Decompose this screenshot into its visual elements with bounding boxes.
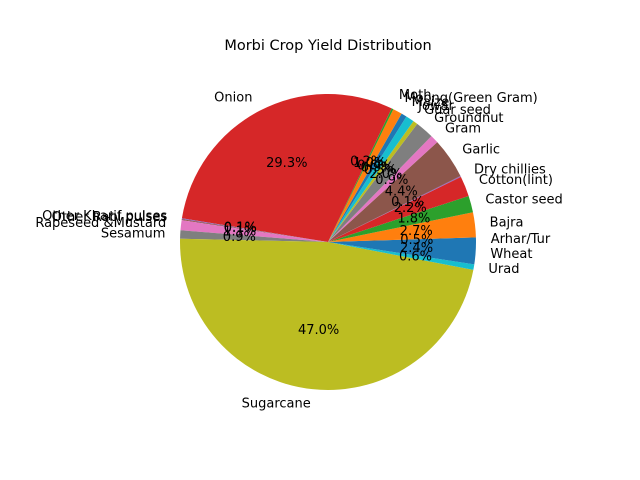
slice-percent-cotton-lint: 2.2% <box>394 201 427 216</box>
slice-percent-bajra: 2.7% <box>400 224 433 239</box>
pie-slice-castor-seed <box>328 195 473 242</box>
slice-label-urad: Urad <box>488 262 519 277</box>
pie-slice-other-rabi-pulses <box>181 219 328 242</box>
slice-percent-other-kharif-pulses: 0.1% <box>224 221 257 236</box>
slice-percent-sugarcane: 47.0% <box>298 323 339 338</box>
slice-label-bajra: Bajra <box>490 215 524 230</box>
slice-label-castor-seed: Castor seed <box>485 193 562 208</box>
slice-percent-castor-seed: 1.8% <box>397 212 430 227</box>
pie-slice-dry-chillies <box>328 176 461 242</box>
slice-label-jowar: Jowar <box>417 99 454 114</box>
pie-slice-arhar-tur <box>328 237 476 242</box>
pie-slice-other-kharif-pulses <box>181 218 328 242</box>
pie-slices <box>180 94 476 391</box>
pie-slice-urad <box>328 242 475 270</box>
pie-slice-moong-green-gram <box>328 109 402 242</box>
slice-percent-guar-seed: 0.5% <box>364 163 397 178</box>
slice-label-sesamum: Sesamum <box>101 226 166 241</box>
pie-slice-onion <box>181 94 392 242</box>
pie-slice-guar-seed <box>328 121 418 242</box>
slice-percent-jowar: 0.9% <box>361 161 394 176</box>
pie-labels: Arhar/Tur Bajra Castor seed Cotton(lint)Dry… <box>35 88 562 411</box>
slice-percent-dry-chillies: 0.1% <box>391 195 424 210</box>
slice-label-maize: Maize <box>412 95 450 110</box>
pie-slice-wheat <box>328 242 476 265</box>
pie-slice-cotton-lint <box>328 176 469 242</box>
slice-label-rapeseed-mustard: Rapeseed &Mustard <box>35 216 166 231</box>
slice-label-sugarcane: Sugarcane <box>242 396 311 411</box>
pie-percentages: 0.5%2.7%1.8%2.2%0.1%4.4%0.9%2.0%0.5%0.9%… <box>223 155 434 338</box>
slice-label-moong-green-gram: Moong(Green Gram) <box>404 91 537 106</box>
slice-label-arhar-tur: Arhar/Tur <box>491 232 551 247</box>
pie-slice-jowar <box>328 116 414 242</box>
slice-label-moth: Moth <box>399 88 432 103</box>
slice-percent-other-rabi-pulses: 0.1% <box>224 221 257 236</box>
pie-slice-bajra <box>328 212 476 242</box>
slice-label-onion: Onion <box>214 90 252 105</box>
slice-percent-maize: 0.6% <box>357 158 390 173</box>
pie-slice-rapeseed-mustard <box>180 220 328 242</box>
slice-label-other-rabi-pulses: Other Rabi pulses <box>52 210 168 225</box>
slice-percent-urad: 0.6% <box>399 250 432 265</box>
slice-percent-onion: 29.3% <box>266 156 307 171</box>
pie-slice-sesamum <box>180 230 328 242</box>
pie-slice-sugarcane <box>180 238 474 391</box>
slice-label-wheat: Wheat <box>490 247 532 262</box>
slice-percent-groundnut: 2.0% <box>369 167 402 182</box>
slice-percent-garlic: 4.4% <box>385 184 418 199</box>
slice-percent-sesamum: 0.9% <box>223 230 256 245</box>
pie-slice-moth <box>328 108 394 243</box>
slice-percent-gram: 0.9% <box>375 173 408 188</box>
slice-label-garlic: Garlic <box>462 142 500 157</box>
slice-percent-moong-green-gram: 1.0% <box>353 156 386 171</box>
slice-label-cotton-lint: Cotton(lint) <box>479 173 553 188</box>
pie-slice-maize <box>328 113 407 243</box>
slice-percent-rapeseed-mustard: 1.1% <box>223 224 256 239</box>
slice-percent-arhar-tur: 0.5% <box>400 233 433 248</box>
slice-label-guar-seed: Guar seed <box>424 103 491 118</box>
slice-label-other-kharif-pulses: Other Kharif pulses <box>42 209 167 224</box>
pie-slice-garlic <box>328 142 461 242</box>
chart-title: Morbi Crop Yield Distribution <box>224 38 431 54</box>
slice-percent-moth: 0.2% <box>350 155 383 170</box>
slice-label-groundnut: Groundnut <box>434 111 503 126</box>
slice-label-gram: Gram <box>445 121 481 136</box>
pie-slice-groundnut <box>328 123 432 242</box>
slice-percent-wheat: 2.4% <box>400 241 433 256</box>
pie-slice-gram <box>328 136 438 242</box>
slice-label-dry-chillies: Dry chillies <box>474 162 546 177</box>
